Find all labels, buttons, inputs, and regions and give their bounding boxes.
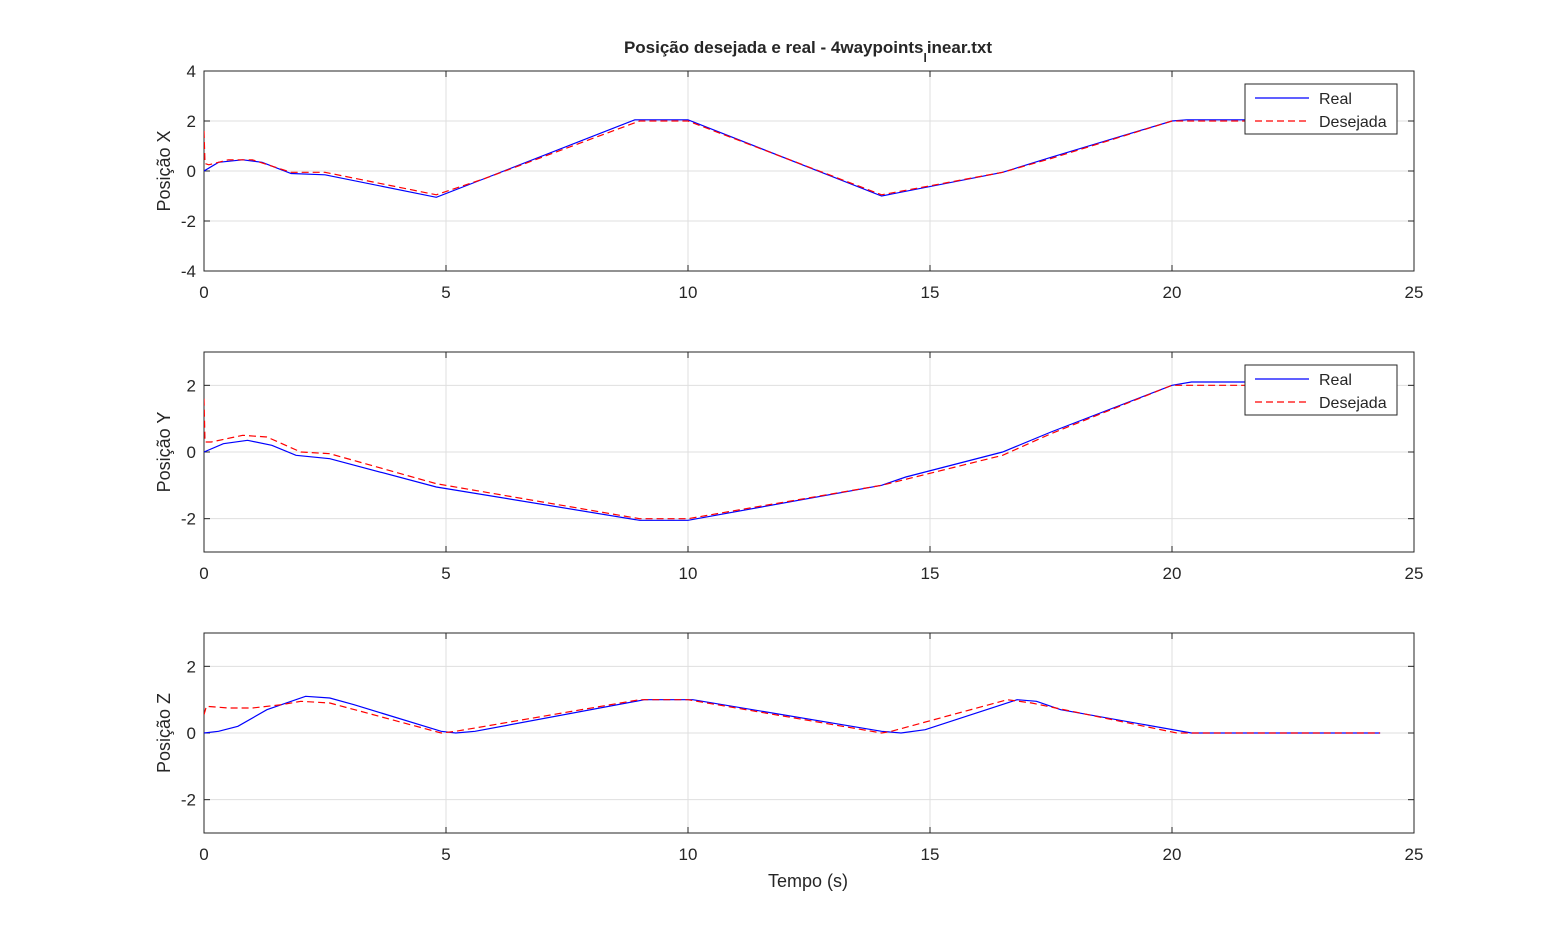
legend-label-desejada: Desejada (1319, 114, 1387, 131)
series-line-real (204, 695, 1381, 734)
y-tick-label: -2 (181, 510, 196, 529)
y-axis-label: Posição Y (154, 412, 174, 493)
subplot-2: 0 5 10 15 20 25 -2 0 2 Posição Y Real Desejada (154, 351, 1424, 583)
x-tick-label: 5 (441, 564, 450, 583)
x-tick-label: 25 (1405, 283, 1424, 302)
chart-title-subscript: l (923, 51, 926, 65)
legend-label-desejada: Desejada (1319, 395, 1387, 412)
chart-title-tail: inear.txt (927, 38, 993, 57)
x-tick-label: 0 (199, 845, 208, 864)
y-tick-label: 0 (187, 443, 196, 462)
x-tick-label: 10 (679, 564, 698, 583)
legend: Real Desejada (1244, 364, 1398, 416)
subplot-1: 0 5 10 15 20 25 -4 -2 0 2 4 Posição X Real Desejada (154, 62, 1423, 302)
x-tick-label: 0 (199, 564, 208, 583)
legend-label-real: Real (1319, 91, 1352, 108)
y-tick-label: 0 (187, 162, 196, 181)
legend: Real Desejada (1244, 83, 1398, 135)
y-tick-label: 0 (187, 724, 196, 743)
series-line-desejada (204, 384, 1381, 520)
legend-box (1244, 364, 1398, 416)
subplot-3: 0 5 10 15 20 25 -2 0 2 Posição Z (154, 632, 1424, 864)
y-tick-label: 2 (187, 112, 196, 131)
x-tick-label: 15 (921, 564, 940, 583)
chart-title: Posição desejada e real - 4waypointsline… (624, 38, 992, 65)
x-tick-label: 5 (441, 845, 450, 864)
legend-box (1244, 83, 1398, 135)
series-line-real (204, 381, 1381, 521)
x-tick-label: 15 (921, 283, 940, 302)
series-line-desejada (204, 699, 1381, 734)
y-tick-label: 2 (187, 657, 196, 676)
x-tick-label: 20 (1163, 564, 1182, 583)
x-tick-label: 10 (679, 283, 698, 302)
series-line-desejada (204, 120, 1381, 196)
x-tick-label: 25 (1405, 564, 1424, 583)
y-tick-label: -2 (181, 791, 196, 810)
chart-title-main: Posição desejada e real - 4waypoints (624, 38, 924, 57)
y-tick-label: -2 (181, 212, 196, 231)
y-tick-label: 2 (187, 376, 196, 395)
series-line-real (204, 119, 1381, 198)
x-tick-label: 5 (441, 283, 450, 302)
x-tick-label: 10 (679, 845, 698, 864)
legend-label-real: Real (1319, 372, 1352, 389)
x-tick-label: 20 (1163, 283, 1182, 302)
x-tick-label: 20 (1163, 845, 1182, 864)
x-tick-label: 25 (1405, 845, 1424, 864)
x-tick-label: 15 (921, 845, 940, 864)
y-axis-label: Posição X (154, 130, 174, 211)
y-tick-label: -4 (181, 262, 196, 281)
x-tick-label: 0 (199, 283, 208, 302)
y-axis-label: Posição Z (154, 693, 174, 773)
y-tick-label: 4 (187, 62, 196, 81)
x-axis-label: Tempo (s) (768, 871, 848, 891)
